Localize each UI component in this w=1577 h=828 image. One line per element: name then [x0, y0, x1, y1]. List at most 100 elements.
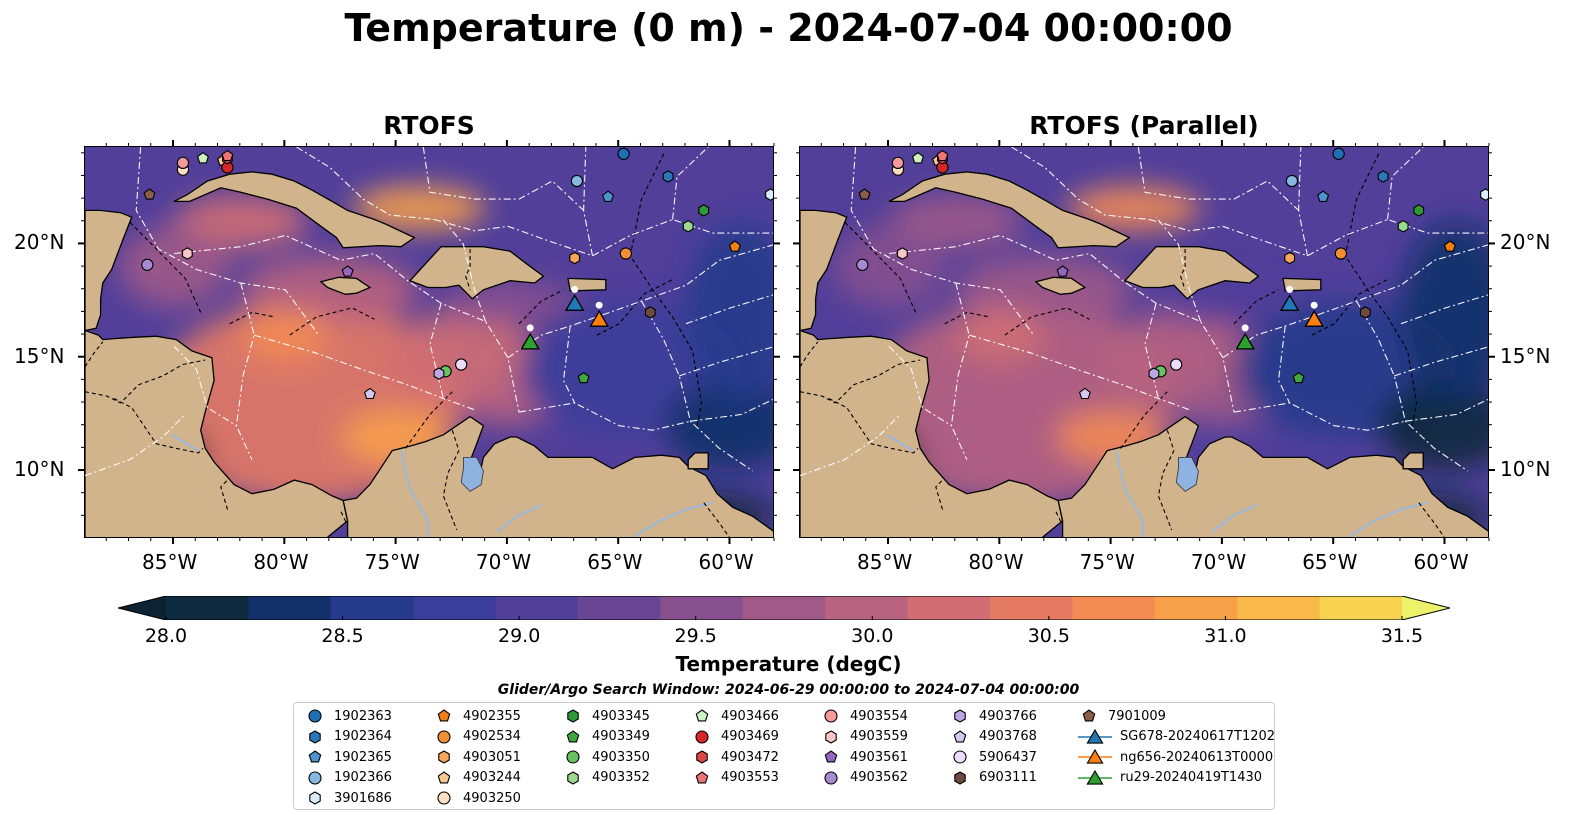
colorbar	[118, 596, 1450, 620]
border-line	[518, 289, 564, 325]
colorbar-bin	[1319, 596, 1403, 620]
marker-4903466	[196, 152, 209, 164]
legend-marker-icon	[567, 709, 579, 723]
legend-item: 6903111	[949, 768, 1037, 788]
legend-marker-icon	[1078, 748, 1112, 764]
marker-4903466	[911, 152, 924, 164]
border-line	[935, 479, 944, 510]
legend-item: 1902364	[304, 727, 392, 747]
land	[800, 171, 1488, 537]
legend-label: 4903469	[721, 729, 779, 744]
legend-marker-icon	[824, 750, 838, 763]
colorbar-bin	[660, 596, 744, 620]
legend-item: ru29-20240419T1430	[1078, 768, 1262, 788]
colorbar-bin	[330, 596, 414, 620]
lat-tick-label: 20°N	[1500, 230, 1551, 255]
eez-lines	[800, 147, 1488, 477]
land-hispaniola	[408, 246, 545, 300]
legend-label: 4903349	[592, 729, 650, 744]
legend-item: 4903766	[949, 706, 1037, 726]
legend-marker-icon	[953, 729, 967, 742]
temperature-blob	[955, 255, 1134, 324]
legend-item: 1902363	[304, 706, 392, 726]
eez-line	[950, 282, 970, 460]
marker-4903051	[1284, 251, 1296, 265]
colorbar-tick-label: 28.5	[321, 625, 364, 647]
marker-4902534	[1334, 247, 1348, 260]
legend-marker-icon	[437, 709, 451, 722]
marker-6903111	[644, 306, 656, 319]
legend-label: 4903352	[592, 770, 650, 785]
legend-item: 4903554	[820, 706, 908, 726]
map-panel-rtofs-parallel[interactable]	[799, 146, 1489, 538]
marker-4903352	[682, 220, 694, 233]
eez-line	[296, 147, 435, 221]
legend-marker-icon	[309, 729, 321, 744]
river	[1346, 501, 1428, 537]
border-line	[828, 398, 919, 454]
legend-item: 4903466	[691, 706, 779, 726]
marker-7901009	[143, 188, 156, 200]
marker-4903554	[891, 156, 905, 170]
glider-track	[1241, 324, 1249, 332]
lon-tick-label: 70°W	[1190, 550, 1247, 574]
eez-line	[850, 147, 1035, 336]
marker-1902364	[1377, 170, 1389, 183]
legend-marker-icon	[438, 750, 450, 764]
temperature-blob	[685, 221, 773, 404]
border-line	[844, 221, 917, 313]
legend-label: 4903250	[463, 790, 521, 806]
colorbar-bin	[578, 596, 661, 620]
lon-tick-label: 80°W	[968, 550, 1024, 574]
legend-item: 4903349	[562, 727, 650, 747]
temperature-blob	[1067, 185, 1201, 231]
marker-4903766	[433, 367, 445, 380]
marker-6903111	[1359, 306, 1371, 319]
marker-4903553	[936, 149, 949, 162]
rivers	[886, 433, 1428, 537]
map-panel-rtofs[interactable]	[84, 146, 774, 538]
eez-line	[440, 216, 487, 322]
marker-4903345	[698, 204, 710, 217]
marker-SG678-20240617T1202	[1279, 293, 1300, 311]
colorbar-bin	[413, 596, 497, 620]
legend-marker-icon	[567, 770, 579, 785]
legend-label: ng656-20240613T0000	[1120, 749, 1274, 765]
legend-item: 4903244	[433, 768, 521, 788]
legend-label: 7901009	[1108, 708, 1166, 724]
legend-item: 4903768	[949, 727, 1037, 747]
glider-track	[595, 301, 603, 309]
marker-4903349	[1292, 371, 1305, 384]
legend-label: 4903350	[592, 749, 650, 765]
legend-marker-icon	[308, 750, 322, 763]
lake-maracaibo	[460, 456, 484, 492]
legend-label: 4903559	[850, 729, 908, 744]
marker-1902366	[1285, 174, 1299, 188]
river	[496, 504, 542, 533]
legend-label: SG678-20240617T1202	[1120, 729, 1276, 744]
eez-line	[1011, 147, 1150, 221]
marker-7901009	[858, 188, 871, 200]
border-line	[1180, 249, 1186, 290]
marker-1902364	[662, 170, 674, 183]
border-line	[800, 341, 819, 368]
eez-line	[507, 244, 773, 359]
legend-item: 4903350	[562, 747, 650, 767]
rivers	[171, 433, 713, 537]
marker-4903561	[1056, 265, 1069, 277]
legend-marker-icon	[1082, 709, 1096, 722]
marker-5906437	[1170, 358, 1183, 371]
colorbar-bin	[495, 596, 579, 620]
eez-line	[254, 334, 475, 411]
panel-title-rtofs-parallel: RTOFS (Parallel)	[1029, 111, 1259, 140]
eez-line	[1233, 402, 1406, 431]
legend-label: 4902355	[463, 708, 521, 724]
legend-marker-icon	[437, 770, 451, 783]
temperature-blob	[955, 307, 1045, 363]
legend-label: 4903345	[592, 708, 650, 724]
legend-item: 1902366	[304, 768, 392, 788]
glider-track	[1310, 301, 1318, 309]
lat-tick-label: 10°N	[1500, 457, 1551, 482]
legend-item: 4903561	[820, 747, 908, 767]
colorbar-tick-label: 31.5	[1380, 625, 1424, 647]
